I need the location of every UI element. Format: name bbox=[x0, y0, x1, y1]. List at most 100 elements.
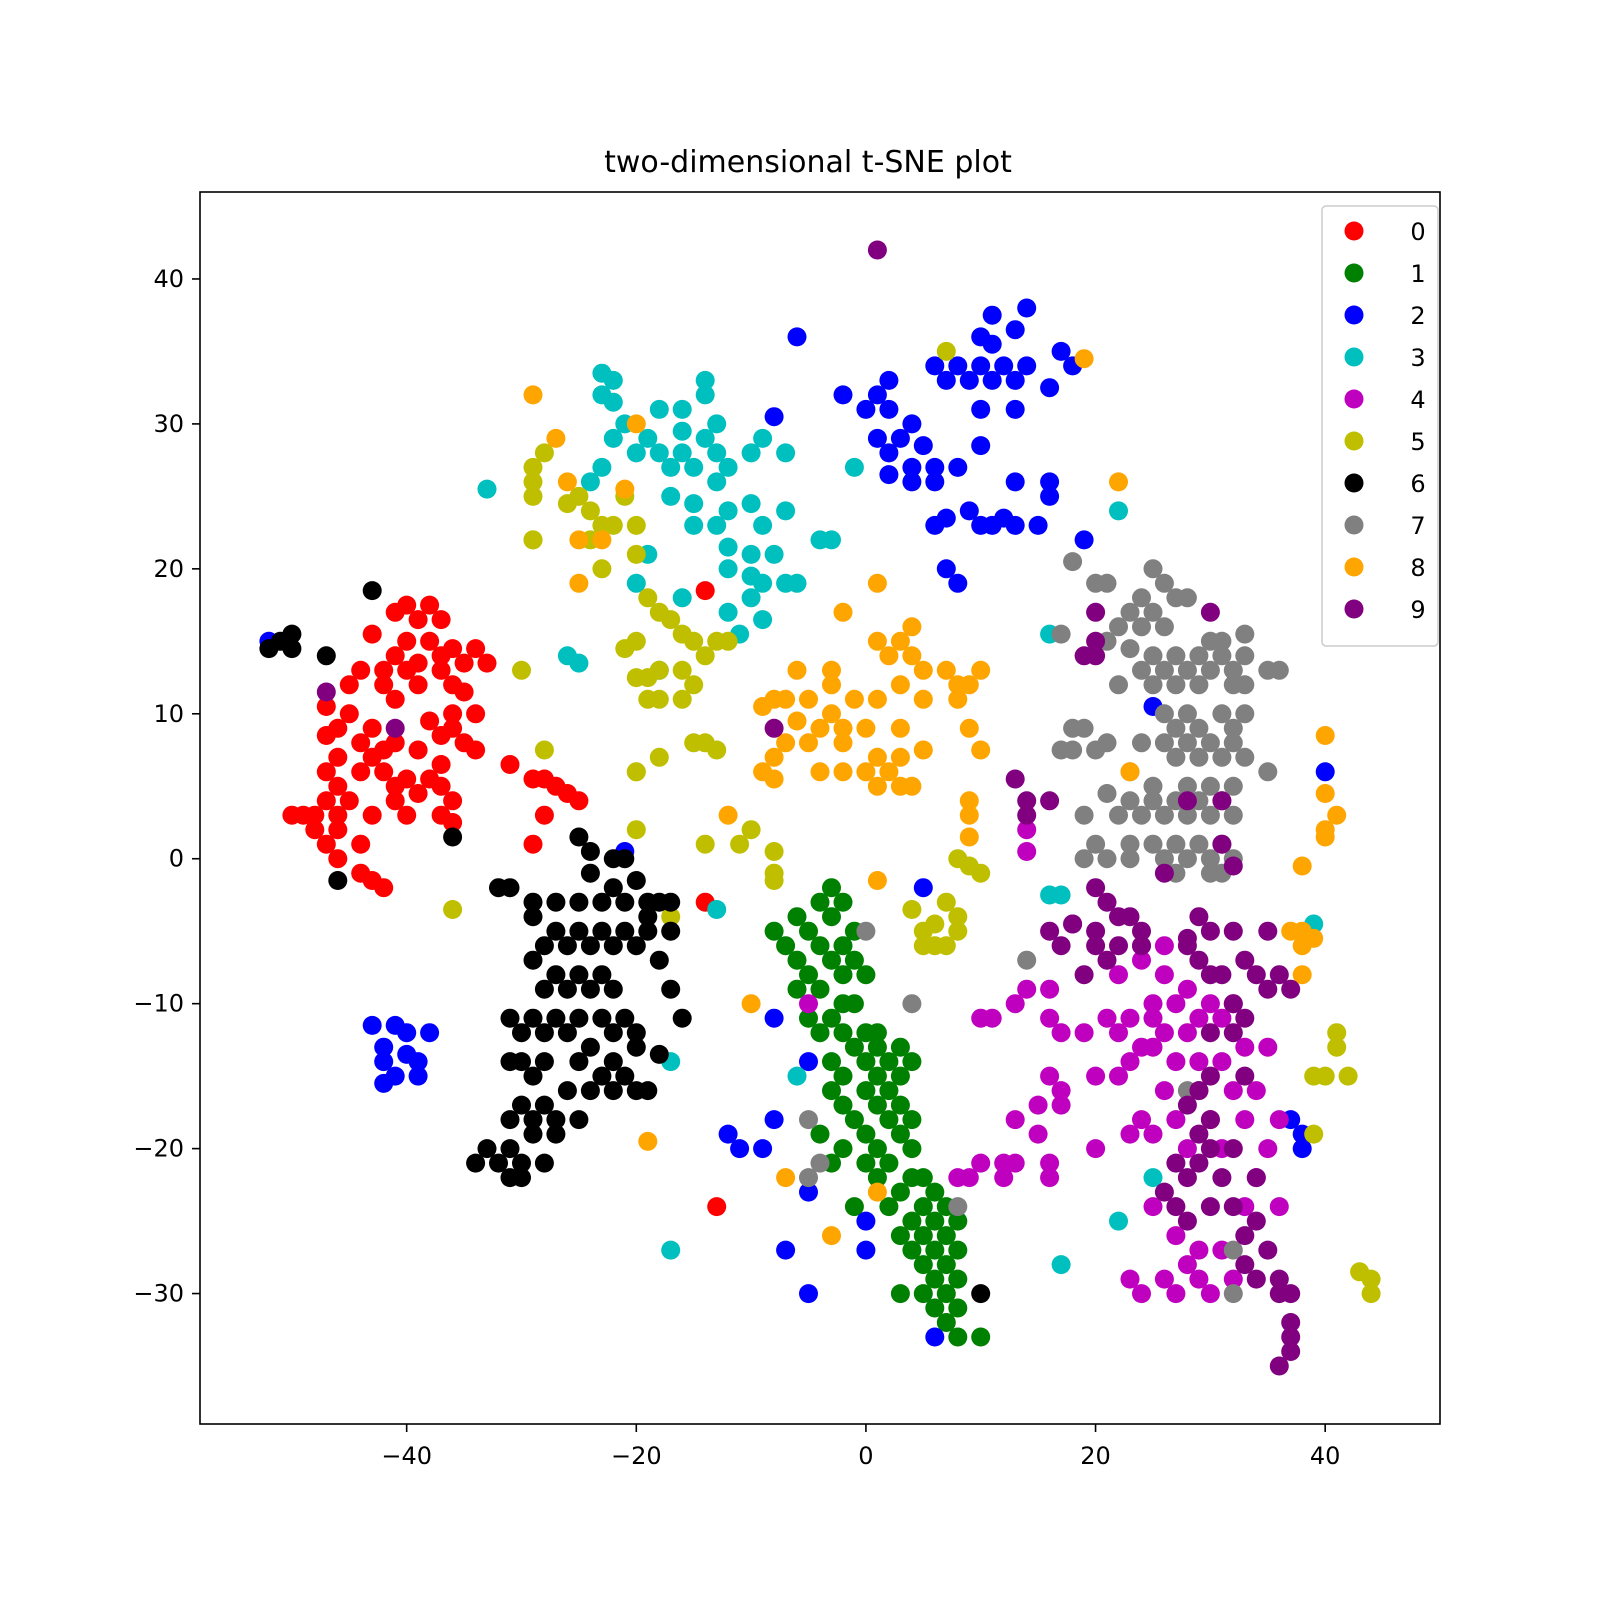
data-point bbox=[385, 689, 405, 709]
data-point bbox=[649, 660, 669, 680]
data-point bbox=[879, 1081, 899, 1101]
data-point bbox=[936, 1226, 956, 1246]
data-point bbox=[1109, 936, 1128, 956]
data-point bbox=[534, 1052, 554, 1072]
data-point bbox=[764, 842, 784, 861]
data-point bbox=[626, 544, 646, 564]
data-point bbox=[1143, 1008, 1163, 1028]
data-point bbox=[902, 646, 922, 666]
data-point bbox=[1097, 573, 1117, 593]
data-point bbox=[328, 849, 348, 869]
data-point bbox=[925, 472, 945, 492]
data-point bbox=[1143, 776, 1163, 796]
data-point bbox=[557, 472, 577, 492]
data-point bbox=[730, 1139, 750, 1159]
data-point bbox=[1143, 602, 1163, 622]
data-point bbox=[1304, 1124, 1324, 1144]
data-point bbox=[695, 646, 715, 666]
data-point bbox=[810, 936, 830, 956]
data-point bbox=[443, 791, 463, 811]
data-point bbox=[523, 472, 543, 492]
data-point bbox=[764, 407, 784, 427]
data-point bbox=[1189, 1153, 1209, 1173]
data-point bbox=[1235, 624, 1255, 644]
data-point bbox=[443, 704, 463, 724]
data-point bbox=[316, 697, 336, 716]
data-point bbox=[1005, 370, 1025, 390]
data-point bbox=[1109, 1211, 1128, 1231]
data-point bbox=[1177, 660, 1197, 680]
data-point bbox=[592, 1008, 612, 1028]
data-point bbox=[443, 827, 463, 847]
data-point bbox=[1315, 827, 1335, 847]
data-point bbox=[936, 660, 956, 680]
data-point bbox=[1040, 1168, 1060, 1188]
chart-title: two-dimensional t-SNE plot bbox=[604, 145, 1012, 180]
data-point bbox=[385, 602, 405, 622]
data-point bbox=[1051, 1023, 1071, 1043]
plot-area bbox=[259, 240, 1381, 1376]
data-point bbox=[833, 385, 853, 405]
data-point bbox=[879, 370, 899, 390]
data-point bbox=[1120, 762, 1140, 782]
data-point bbox=[867, 240, 887, 260]
legend-marker bbox=[1344, 599, 1364, 619]
data-point bbox=[971, 660, 991, 680]
data-point bbox=[420, 711, 440, 731]
data-point bbox=[489, 1153, 508, 1173]
data-point bbox=[523, 530, 543, 550]
data-point bbox=[718, 559, 738, 579]
legend-label: 7 bbox=[1410, 512, 1425, 540]
x-tick-label: 20 bbox=[1080, 1442, 1111, 1470]
data-point bbox=[1154, 863, 1174, 883]
data-point bbox=[902, 472, 922, 492]
data-point bbox=[1097, 1008, 1117, 1028]
data-point bbox=[649, 399, 669, 419]
data-point bbox=[603, 936, 623, 956]
data-point bbox=[626, 936, 646, 956]
data-point bbox=[844, 950, 864, 970]
data-point bbox=[948, 1211, 968, 1231]
data-point bbox=[615, 479, 635, 499]
data-point bbox=[362, 624, 382, 644]
data-point bbox=[879, 1153, 899, 1173]
data-point bbox=[626, 820, 646, 840]
data-point bbox=[569, 827, 589, 847]
data-point bbox=[1258, 1139, 1278, 1159]
data-point bbox=[1223, 1197, 1243, 1217]
data-point bbox=[959, 718, 979, 738]
data-point bbox=[948, 1298, 968, 1318]
data-point bbox=[420, 595, 440, 615]
data-point bbox=[833, 718, 853, 738]
data-point bbox=[718, 537, 738, 557]
data-point bbox=[753, 697, 773, 716]
data-point bbox=[822, 1052, 841, 1072]
data-point bbox=[603, 428, 623, 448]
data-point bbox=[1120, 639, 1140, 659]
data-point bbox=[799, 994, 818, 1014]
data-point bbox=[1177, 1168, 1197, 1188]
data-point bbox=[1063, 552, 1083, 572]
data-point bbox=[718, 805, 738, 825]
data-point bbox=[1235, 747, 1255, 767]
data-point bbox=[810, 762, 830, 782]
data-point bbox=[431, 755, 451, 774]
data-point bbox=[1132, 660, 1151, 680]
data-point bbox=[443, 900, 463, 919]
data-point bbox=[1028, 1095, 1048, 1115]
data-point bbox=[534, 1023, 554, 1043]
data-point bbox=[764, 1008, 784, 1028]
data-point bbox=[833, 1066, 853, 1086]
data-point bbox=[1281, 979, 1301, 999]
data-point bbox=[1177, 588, 1197, 608]
data-point bbox=[408, 784, 428, 803]
data-point bbox=[1154, 849, 1174, 869]
data-point bbox=[1154, 1081, 1174, 1101]
data-point bbox=[867, 1139, 887, 1159]
data-point bbox=[1361, 1269, 1381, 1289]
data-point bbox=[1143, 791, 1163, 811]
data-point bbox=[890, 747, 910, 767]
data-point bbox=[580, 936, 600, 956]
data-point bbox=[925, 1211, 945, 1231]
data-point bbox=[913, 1255, 933, 1275]
